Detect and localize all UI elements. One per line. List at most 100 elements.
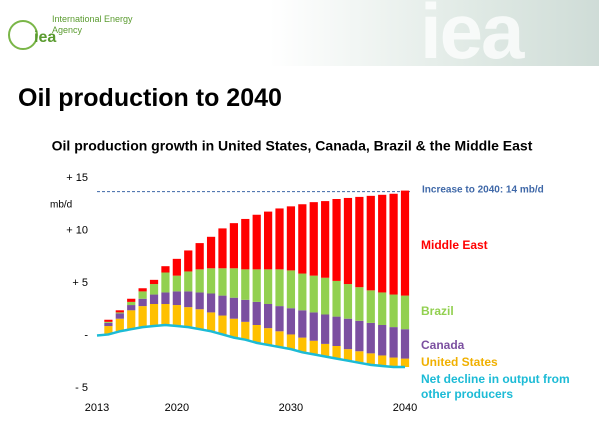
- bar-segment: [332, 346, 341, 359]
- bar-segment: [355, 351, 364, 363]
- bar-segment: [252, 301, 261, 325]
- bar-segment: [400, 329, 410, 359]
- bar-segment: [195, 269, 204, 293]
- organization: International Energy Agency: [52, 14, 133, 35]
- bar-segment: [104, 326, 113, 335]
- bar-segment: [378, 194, 387, 293]
- bar-segment: [321, 343, 330, 357]
- bar-segment: [161, 266, 170, 273]
- bar-segment: [127, 298, 136, 302]
- bar-segment: [343, 284, 353, 319]
- bar-segment: [275, 208, 284, 270]
- annotation: Increase to 2040: 14 mb/d: [422, 184, 544, 195]
- bar-segment: [389, 193, 398, 295]
- bar-segment: [172, 305, 181, 327]
- bar-segment: [286, 334, 296, 350]
- bar-segment: [218, 315, 227, 335]
- bar-segment: [104, 321, 113, 323]
- bar-segment: [138, 291, 147, 299]
- bar-segment: [229, 297, 238, 319]
- bar-segment: [378, 325, 387, 356]
- bar-segment: [298, 310, 307, 338]
- bar-segment: [206, 312, 216, 332]
- bar-segment: [195, 292, 204, 310]
- line: [96, 323, 405, 369]
- bar-segment: [275, 331, 284, 348]
- bar-segment: [161, 304, 170, 325]
- bar-segment: [195, 309, 204, 330]
- bar-segment: [104, 319, 113, 322]
- bar-segment: [309, 275, 318, 313]
- bar-segment: [298, 273, 307, 311]
- bar-segment: [252, 325, 261, 343]
- bar-segment: [332, 316, 341, 346]
- chart-title: Oil production growth in United States, …: [52, 138, 533, 154]
- bar-segment: [321, 277, 330, 315]
- bar-segment: [127, 301, 136, 306]
- bar-segment: [115, 312, 124, 314]
- bar-segment: [149, 294, 159, 304]
- bar-segment: [275, 269, 284, 307]
- bar-segment: [286, 308, 296, 335]
- bar-segment: [138, 306, 147, 328]
- bar-segment: [355, 196, 364, 288]
- bar-segment: [298, 337, 307, 353]
- bar-segment: [184, 271, 193, 292]
- bar-segment: [138, 298, 147, 307]
- bar-segment: [298, 204, 307, 274]
- bar-segment: [389, 357, 398, 367]
- header-band: iea: [0, 0, 599, 66]
- bar-segment: [252, 269, 261, 302]
- bar-segment: [355, 320, 364, 352]
- bar-segment: [366, 195, 375, 291]
- y-tick-label: + 5: [72, 277, 88, 289]
- bar-segment: [355, 287, 364, 321]
- bar-segment: [252, 214, 261, 270]
- bar-segment: [149, 279, 159, 285]
- bar-segment: [264, 269, 273, 304]
- bar-segment: [366, 353, 375, 365]
- bar-segment: [115, 318, 124, 332]
- series-label: Canada: [421, 338, 465, 352]
- y-tick-label: - 5: [75, 382, 88, 394]
- slide-title: Oil production to 2040: [18, 84, 282, 112]
- bar-segment: [161, 272, 170, 293]
- bar-segment: [366, 290, 375, 323]
- bar-segment: [241, 321, 250, 340]
- y-tick-label: -: [84, 329, 88, 341]
- bar-segment: [149, 304, 159, 327]
- bar-segment: [229, 318, 238, 338]
- bar-segment: [218, 295, 227, 316]
- bar-segment: [206, 236, 216, 269]
- bar-segment: [184, 250, 193, 272]
- bar-segment: [241, 299, 250, 322]
- bar-segment: [115, 313, 124, 319]
- bar-segment: [195, 243, 204, 270]
- bar-segment: [172, 275, 181, 292]
- x-tick-label: 2020: [165, 402, 189, 414]
- bar-segment: [184, 291, 193, 308]
- watermark: iea: [420, 0, 524, 66]
- bar-segment: [286, 270, 296, 309]
- bar-segment: [343, 197, 353, 285]
- bar-segment: [172, 291, 181, 306]
- bar-segment: [321, 314, 330, 344]
- bar-segment: [264, 328, 273, 345]
- logo-ring: [8, 20, 38, 50]
- bar-segment: [343, 349, 353, 361]
- x-tick-label: 2030: [279, 402, 303, 414]
- bar-segment: [332, 280, 341, 317]
- y-tick-label: + 10: [66, 224, 88, 236]
- bar-segment: [229, 223, 238, 269]
- bar-segment: [264, 304, 273, 329]
- x-tick-label: 2040: [393, 402, 417, 414]
- y-axis-label: mb/d: [50, 200, 72, 211]
- bar-segment: [229, 268, 238, 298]
- bar-segment: [378, 292, 387, 325]
- bar-segment: [161, 292, 170, 304]
- bar-segment: [321, 201, 330, 278]
- bar-segment: [218, 268, 227, 296]
- bar-segment: [206, 268, 216, 294]
- series-label: Net decline in output from other produce…: [421, 372, 570, 401]
